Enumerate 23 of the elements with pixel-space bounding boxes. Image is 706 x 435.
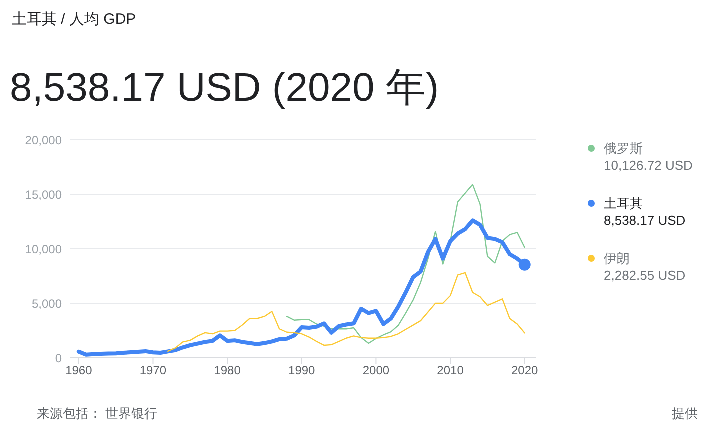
y-tick-label: 20,000	[25, 133, 62, 148]
y-tick-label: 15,000	[25, 188, 62, 202]
x-tick-label: 2010	[437, 364, 464, 378]
chart-subtitle: 土耳其 / 人均 GDP	[12, 10, 136, 29]
chart-title: 8,538.17 USD (2020 年)	[10, 65, 440, 112]
text: 8,538.17 USD	[604, 213, 687, 228]
y-tick-label: 10,000	[25, 242, 62, 256]
legend-label: 土耳其	[604, 195, 644, 213]
x-tick-label: 1980	[214, 364, 242, 378]
legend-label: 伊朗	[604, 250, 631, 268]
x-tick-label: 2020	[512, 364, 539, 378]
x-tick-label: 1970	[140, 364, 167, 378]
text: 提供	[672, 405, 698, 423]
text: 来源包括： 世界银行	[37, 405, 158, 423]
x-tick-label: 1960	[66, 364, 93, 378]
text: 2,282.55 USD	[604, 268, 687, 283]
x-tick-label: 2000	[362, 364, 390, 378]
text: 10,126.72 USD	[604, 158, 693, 173]
legend-label: 俄罗斯	[604, 140, 644, 158]
y-tick-label: 0	[55, 351, 62, 366]
line-series	[168, 272, 526, 352]
y-tick-label: 5,000	[32, 296, 62, 311]
x-tick-label: 1990	[288, 364, 316, 378]
